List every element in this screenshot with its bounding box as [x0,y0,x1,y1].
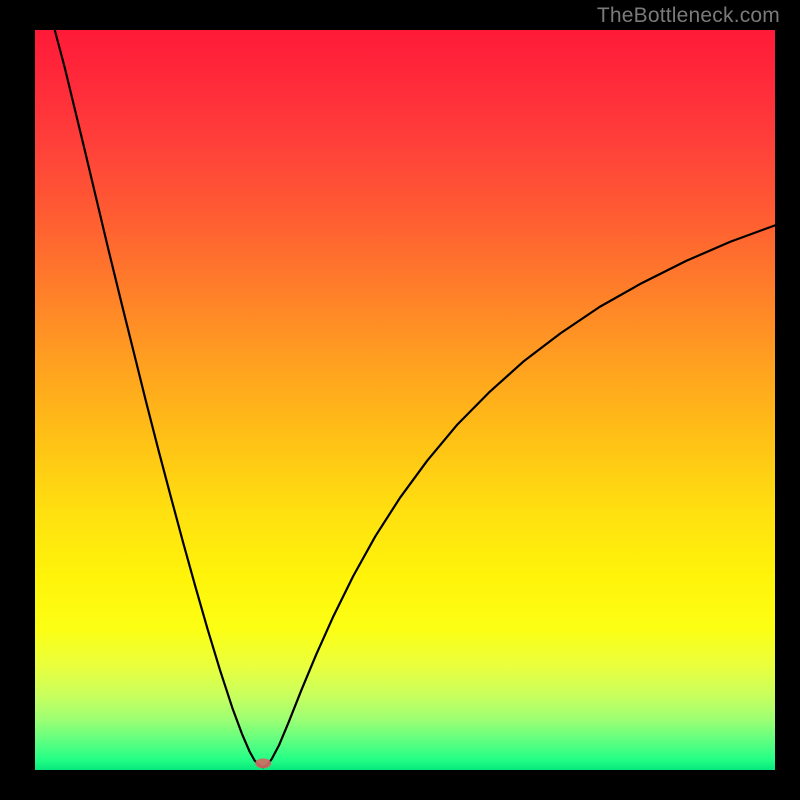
optimal-point-marker [255,758,271,768]
watermark-label: TheBottleneck.com [597,4,780,28]
bottleneck-chart [35,30,775,770]
